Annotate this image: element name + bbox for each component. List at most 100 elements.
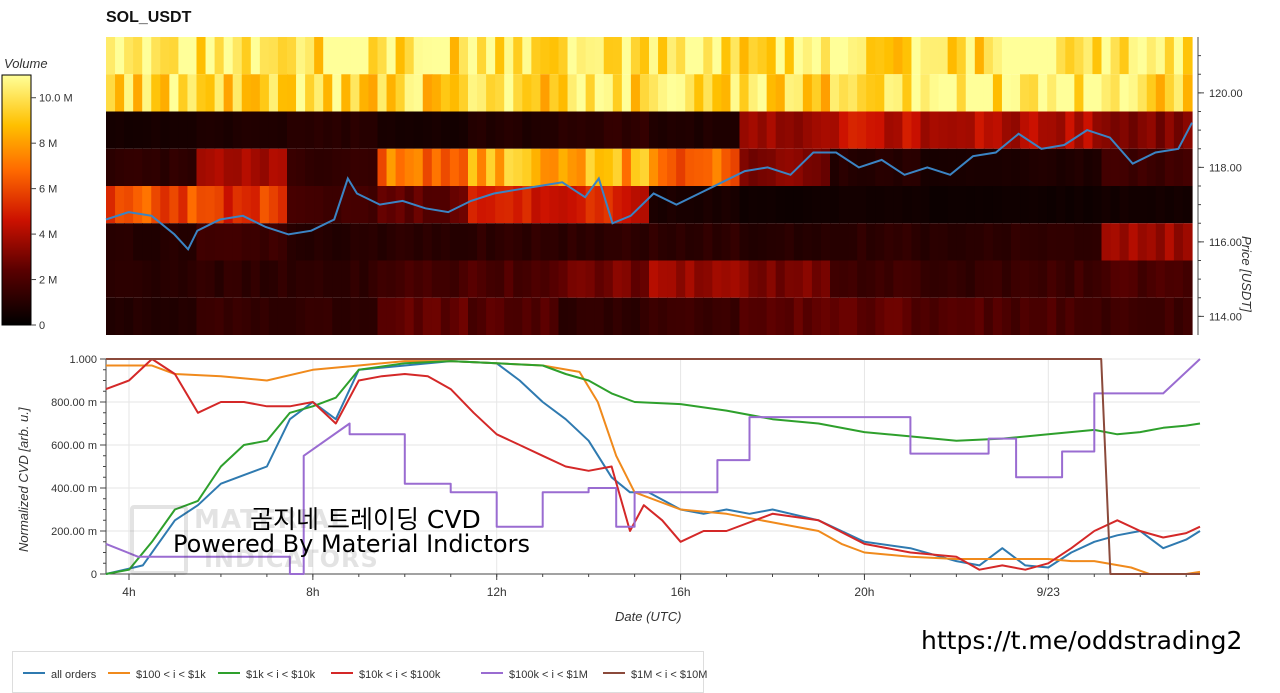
heatmap-cell (160, 223, 170, 261)
heatmap-cell (1182, 186, 1193, 224)
heatmap-cell (558, 148, 569, 186)
heatmap-cell (929, 148, 940, 186)
heatmap-cell (250, 148, 261, 186)
heatmap-cell (1001, 37, 1012, 75)
heatmap-cell (169, 297, 179, 335)
heatmap-cell (956, 297, 967, 335)
heatmap-cell (712, 260, 722, 298)
heatmap-cell (594, 260, 605, 298)
heatmap-cell (1056, 111, 1066, 149)
legend-item[interactable]: $1k < i < $10k (218, 669, 315, 683)
heatmap-cell (1155, 223, 1166, 261)
heatmap-cell (1038, 111, 1048, 149)
heatmap-cell (142, 74, 152, 112)
colorbar-label: Volume (4, 56, 48, 71)
heatmap-cell (250, 223, 261, 261)
heatmap-cell (250, 74, 261, 112)
heatmap-cell (106, 223, 116, 261)
heatmap-cell (106, 186, 116, 224)
heatmap-cell (296, 223, 306, 261)
heatmap-cell (703, 148, 713, 186)
heatmap-cell (540, 37, 551, 75)
heatmap-cell (748, 260, 759, 298)
heatmap-cell (757, 186, 768, 224)
heatmap-cell (142, 297, 152, 335)
heatmap-cell (341, 186, 351, 224)
legend-item[interactable]: $100 < i < $1k (108, 669, 206, 683)
heatmap-cell (549, 260, 560, 298)
heatmap-cell (1065, 37, 1075, 75)
heatmap-cell (1164, 74, 1175, 112)
heatmap-cell (1101, 186, 1112, 224)
heatmap-cell (323, 74, 333, 112)
heatmap-cell (350, 297, 360, 335)
heatmap-cell (793, 37, 804, 75)
legend-item[interactable]: all orders (23, 669, 96, 683)
heatmap-cell (902, 260, 913, 298)
heatmap-cell (1128, 148, 1139, 186)
heatmap-cell (178, 297, 189, 335)
heatmap-cell (685, 223, 695, 261)
heatmap-cell (667, 148, 677, 186)
legend-item[interactable]: $10k < i < $100k (331, 669, 440, 683)
heatmap-cell (811, 297, 822, 335)
heatmap-cell (802, 186, 813, 224)
heatmap-cell (956, 186, 967, 224)
heatmap-cell (142, 223, 152, 261)
heatmap-cell (1056, 37, 1066, 75)
heatmap-cell (350, 148, 360, 186)
heatmap-cell (1128, 186, 1139, 224)
heatmap-cell (513, 111, 523, 149)
heatmap-cell (486, 74, 496, 112)
heatmap-cell (983, 223, 994, 261)
heatmap-cell (449, 148, 460, 186)
heatmap-cell (712, 186, 722, 224)
heatmap-cell (639, 223, 650, 261)
heatmap-cell (1074, 37, 1084, 75)
legend-item[interactable]: $1M < i < $10M (603, 669, 707, 683)
heatmap-cell (106, 37, 116, 75)
heatmap-cell (1074, 111, 1084, 149)
heatmap-cell (857, 260, 867, 298)
heatmap-cell (115, 148, 125, 186)
heatmap-cell (857, 37, 867, 75)
heatmap-cell (205, 186, 216, 224)
heatmap-cell (1173, 111, 1184, 149)
heatmap-cell (178, 111, 189, 149)
heatmap-cell (549, 148, 560, 186)
legend-label: $1M < i < $10M (631, 669, 708, 681)
heatmap-cell (947, 223, 958, 261)
heatmap-cell (422, 148, 433, 186)
heatmap-cell (893, 223, 903, 261)
heatmap-cell (458, 37, 469, 75)
heatmap-cell (585, 260, 596, 298)
heatmap-cell (332, 37, 342, 75)
legend-label: $10k < i < $100k (359, 669, 441, 681)
heatmap-cell (730, 223, 741, 261)
heatmap-cell (676, 74, 686, 112)
heatmap-cell (413, 223, 424, 261)
heatmap-cell (314, 260, 324, 298)
legend-item[interactable]: $100k < i < $1M (481, 669, 588, 683)
heatmap-cell (277, 111, 288, 149)
heatmap-cell (784, 297, 795, 335)
heatmap-cell (359, 74, 370, 112)
heatmap-cell (694, 37, 704, 75)
heatmap-cell (929, 74, 940, 112)
heatmap-cell (866, 148, 876, 186)
heatmap-cell (1092, 148, 1103, 186)
heatmap-cell (938, 111, 949, 149)
heatmap-cell (775, 148, 786, 186)
heatmap-cell (893, 37, 903, 75)
heatmap-cell (1110, 297, 1121, 335)
heatmap-cell (504, 186, 514, 224)
heatmap-cell (1101, 260, 1112, 298)
channel-link[interactable]: https://t.me/oddstrading2 (921, 626, 1243, 655)
heatmap-cell (296, 74, 306, 112)
heatmap-cell (567, 37, 578, 75)
heatmap-cell (513, 74, 523, 112)
heatmap-cell (830, 260, 840, 298)
heatmap-cell (965, 111, 976, 149)
heatmap-cell (540, 186, 551, 224)
